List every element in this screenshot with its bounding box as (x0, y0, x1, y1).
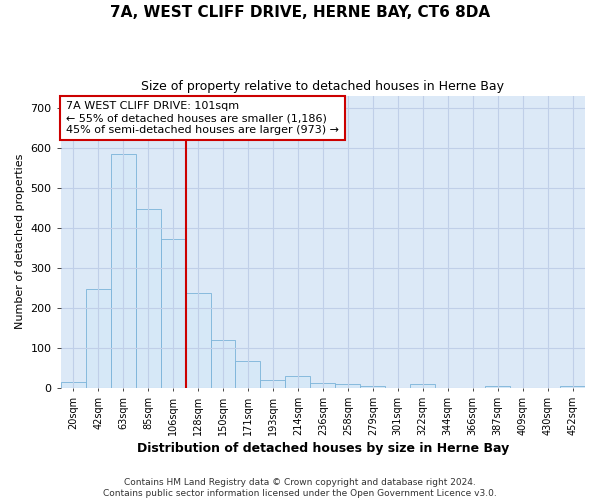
X-axis label: Distribution of detached houses by size in Herne Bay: Distribution of detached houses by size … (137, 442, 509, 455)
Bar (211, 340, 235, 388)
Bar (335, 384, 361, 388)
Bar (110, 154, 136, 388)
Bar (361, 386, 385, 388)
Title: Size of property relative to detached houses in Herne Bay: Size of property relative to detached ho… (142, 80, 505, 93)
Bar (410, 384, 435, 388)
Bar (161, 238, 185, 388)
Bar (286, 376, 310, 388)
Bar (86, 289, 110, 388)
Bar (260, 380, 286, 388)
Text: 7A, WEST CLIFF DRIVE, HERNE BAY, CT6 8DA: 7A, WEST CLIFF DRIVE, HERNE BAY, CT6 8DA (110, 5, 490, 20)
Bar (485, 386, 510, 388)
Text: 7A WEST CLIFF DRIVE: 101sqm
← 55% of detached houses are smaller (1,186)
45% of : 7A WEST CLIFF DRIVE: 101sqm ← 55% of det… (66, 102, 339, 134)
Bar (560, 386, 585, 388)
Bar (136, 208, 161, 388)
Bar (61, 382, 86, 388)
Bar (310, 383, 335, 388)
Text: Contains HM Land Registry data © Crown copyright and database right 2024.
Contai: Contains HM Land Registry data © Crown c… (103, 478, 497, 498)
Y-axis label: Number of detached properties: Number of detached properties (15, 154, 25, 330)
Bar (185, 293, 211, 388)
Bar (235, 361, 260, 388)
